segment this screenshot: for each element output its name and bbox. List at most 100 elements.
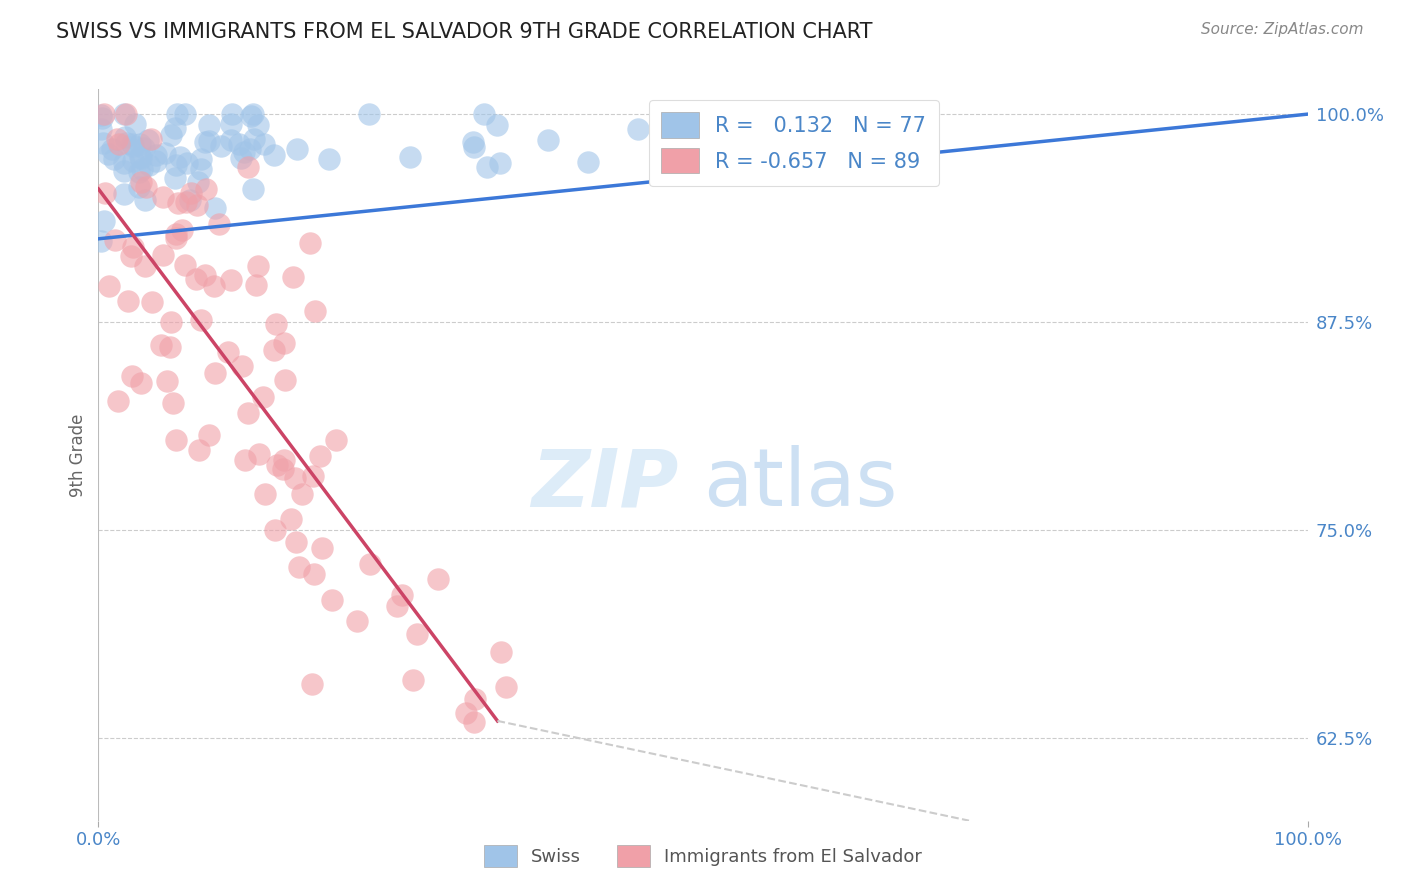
- Point: [153, 146, 176, 161]
- Point: [165, 158, 187, 172]
- Point: [301, 677, 323, 691]
- Point: [359, 557, 381, 571]
- Point: [180, 186, 202, 200]
- Point: [398, 150, 420, 164]
- Point: [117, 293, 139, 308]
- Point: [285, 535, 308, 549]
- Point: [454, 706, 477, 721]
- Point: [426, 572, 449, 586]
- Point: [114, 107, 136, 121]
- Point: [98, 279, 121, 293]
- Point: [166, 195, 188, 210]
- Point: [90, 108, 112, 122]
- Point: [129, 152, 152, 166]
- Point: [152, 189, 174, 203]
- Point: [385, 599, 408, 613]
- Point: [152, 248, 174, 262]
- Point: [188, 442, 211, 457]
- Point: [174, 258, 197, 272]
- Point: [173, 107, 195, 121]
- Text: atlas: atlas: [703, 445, 897, 524]
- Point: [304, 566, 326, 581]
- Point: [246, 259, 269, 273]
- Point: [145, 148, 167, 162]
- Point: [236, 406, 259, 420]
- Point: [97, 147, 120, 161]
- Point: [174, 195, 197, 210]
- Point: [145, 154, 167, 169]
- Point: [346, 615, 368, 629]
- Point: [219, 273, 242, 287]
- Point: [159, 340, 181, 354]
- Point: [252, 390, 274, 404]
- Point: [194, 268, 217, 282]
- Point: [209, 139, 232, 153]
- Point: [240, 110, 263, 124]
- Point: [114, 130, 136, 145]
- Point: [165, 433, 187, 447]
- Text: ZIP: ZIP: [531, 445, 679, 524]
- Point: [253, 137, 276, 152]
- Point: [195, 182, 218, 196]
- Point: [263, 523, 285, 537]
- Text: Source: ZipAtlas.com: Source: ZipAtlas.com: [1201, 22, 1364, 37]
- Point: [107, 136, 129, 151]
- Point: [243, 132, 266, 146]
- Point: [122, 240, 145, 254]
- Point: [131, 175, 153, 189]
- Point: [391, 588, 413, 602]
- Point: [221, 107, 243, 121]
- Point: [247, 118, 270, 132]
- Legend: R =   0.132   N = 77, R = -0.657   N = 89: R = 0.132 N = 77, R = -0.657 N = 89: [648, 100, 939, 186]
- Point: [141, 294, 163, 309]
- Point: [128, 165, 150, 179]
- Point: [495, 680, 517, 694]
- Point: [233, 145, 256, 160]
- Point: [190, 153, 212, 167]
- Point: [90, 122, 112, 136]
- Point: [134, 259, 156, 273]
- Point: [406, 626, 429, 640]
- Point: [208, 217, 231, 231]
- Point: [273, 335, 295, 350]
- Point: [90, 234, 112, 248]
- Point: [187, 175, 209, 189]
- Point: [311, 541, 333, 556]
- Point: [122, 153, 145, 168]
- Point: [114, 136, 136, 150]
- Point: [121, 368, 143, 383]
- Point: [101, 142, 124, 156]
- Point: [90, 111, 112, 125]
- Point: [128, 137, 150, 152]
- Point: [302, 469, 325, 483]
- Point: [281, 270, 304, 285]
- Point: [231, 151, 253, 165]
- Point: [198, 134, 221, 148]
- Point: [461, 135, 484, 149]
- Point: [159, 128, 181, 143]
- Point: [280, 512, 302, 526]
- Point: [197, 119, 219, 133]
- Legend: Swiss, Immigrants from El Salvador: Swiss, Immigrants from El Salvador: [477, 838, 929, 874]
- Point: [236, 161, 259, 175]
- Point: [194, 135, 217, 149]
- Point: [124, 116, 146, 130]
- Point: [472, 107, 495, 121]
- Point: [308, 450, 330, 464]
- Point: [318, 152, 340, 166]
- Point: [273, 453, 295, 467]
- Point: [489, 155, 512, 169]
- Point: [679, 128, 702, 142]
- Point: [271, 462, 294, 476]
- Point: [107, 393, 129, 408]
- Point: [233, 453, 256, 467]
- Point: [253, 486, 276, 500]
- Point: [186, 198, 208, 212]
- Y-axis label: 9th Grade: 9th Grade: [69, 413, 87, 497]
- Point: [359, 107, 381, 121]
- Point: [169, 150, 191, 164]
- Point: [321, 592, 343, 607]
- Point: [132, 141, 155, 155]
- Point: [105, 132, 128, 146]
- Point: [247, 447, 270, 461]
